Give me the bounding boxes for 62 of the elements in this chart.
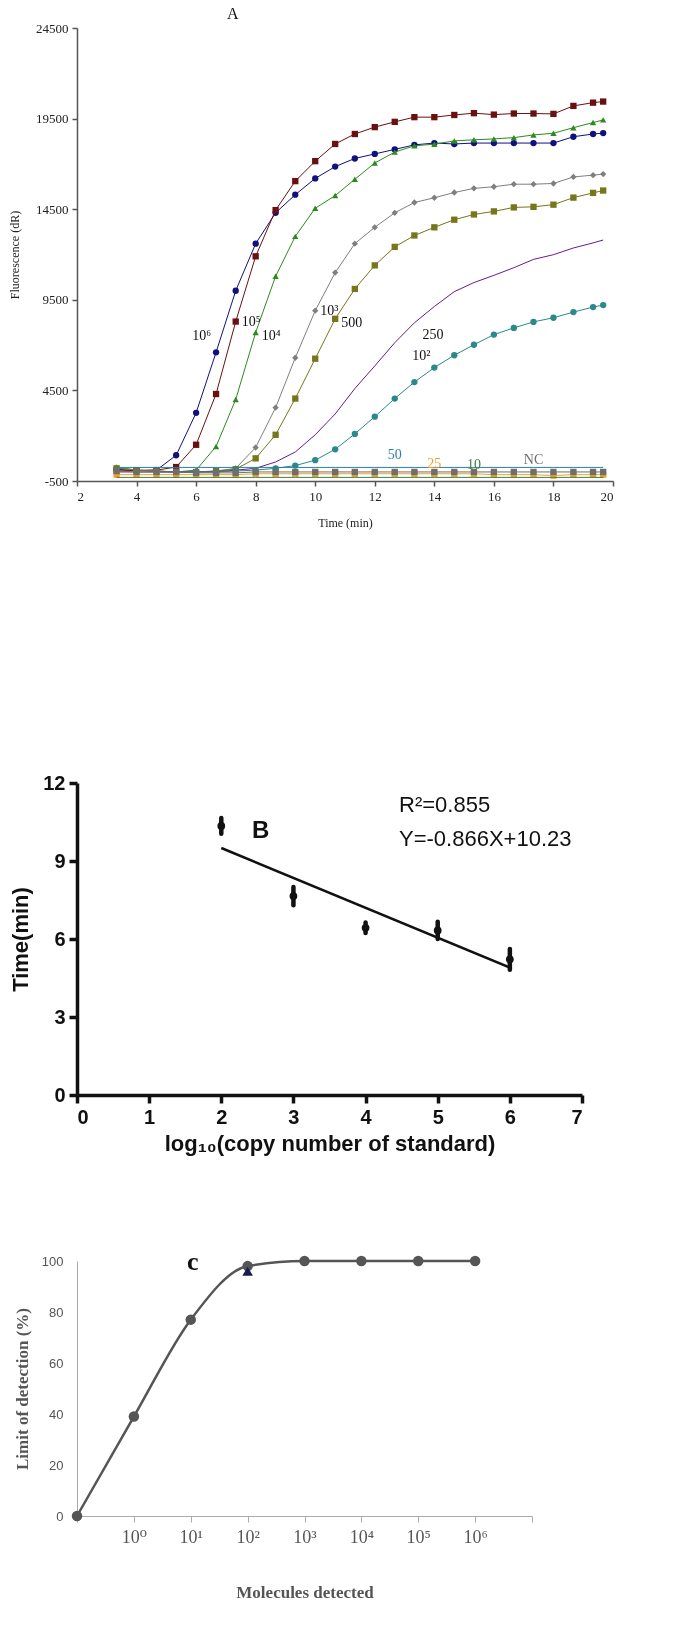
- annotation: R²=0.855: [399, 792, 491, 817]
- chart-title: c: [187, 1247, 199, 1276]
- y-axis-title: Limit of detection (%): [12, 1308, 32, 1470]
- x-tick-label: 10³: [293, 1526, 318, 1547]
- x-tick-label: 10²: [236, 1526, 260, 1547]
- series-label: 10²: [412, 347, 431, 363]
- series-label: 10⁶: [192, 328, 212, 344]
- chart-title: A: [227, 5, 239, 22]
- x-tick-label: 7: [571, 1105, 583, 1128]
- y-axis-title: Time(min): [8, 887, 34, 992]
- y-tick-label: 3: [54, 1005, 66, 1028]
- y-tick-label: -500: [44, 473, 69, 489]
- x-tick-label: 6: [504, 1105, 516, 1128]
- y-tick-label: 24500: [36, 20, 69, 36]
- x-tick-label: 4: [133, 488, 141, 504]
- x-tick-label: 4: [360, 1105, 373, 1128]
- y-tick-label: 12: [43, 771, 66, 794]
- x-axis-title: Time (min): [318, 515, 373, 530]
- y-axis-title: Fluorescence (dR): [8, 210, 22, 300]
- x-tick-label: 10⁵: [406, 1526, 431, 1547]
- y-tick-label: 14500: [36, 201, 69, 217]
- x-tick-label: 10: [309, 488, 323, 504]
- series-label: 250: [422, 326, 444, 342]
- x-tick-label: 10⁴: [349, 1526, 375, 1547]
- y-tick-label: 100: [41, 1253, 64, 1269]
- x-tick-label: 1: [144, 1105, 156, 1128]
- y-tick-label: 0: [54, 1083, 66, 1106]
- x-tick-label: 18: [547, 488, 561, 504]
- series-label: 10⁴: [261, 328, 281, 344]
- x-tick-label: 12: [368, 488, 382, 504]
- x-axis-title: log₁₀(copy number of standard): [164, 1130, 496, 1156]
- series-label: 10³: [320, 302, 339, 318]
- y-tick-label: 20: [49, 1457, 64, 1473]
- x-tick-label: 2: [216, 1105, 228, 1128]
- y-tick-label: 0: [56, 1508, 64, 1524]
- y-tick-label: 6: [54, 927, 66, 950]
- x-tick-label: 2: [77, 488, 84, 504]
- annotation: Y=-0.866X+10.23: [399, 826, 572, 851]
- x-tick-label: 16: [487, 488, 502, 504]
- y-tick-label: 40: [49, 1406, 64, 1422]
- series-label: 500: [341, 314, 363, 330]
- x-tick-label: 10⁰: [121, 1526, 147, 1547]
- x-tick-label: 8: [252, 488, 260, 504]
- y-tick-label: 60: [49, 1355, 64, 1371]
- y-tick-label: 4500: [42, 382, 69, 398]
- x-tick-label: 0: [77, 1105, 89, 1128]
- x-tick-label: 6: [193, 488, 201, 504]
- x-axis-title: Molecules detected: [236, 1582, 375, 1602]
- y-tick-label: 9500: [42, 292, 69, 308]
- x-tick-label: 14: [428, 488, 442, 504]
- y-tick-label: 80: [49, 1304, 64, 1320]
- x-tick-label: 10¹: [179, 1526, 203, 1547]
- text: B: [252, 816, 270, 843]
- x-tick-label: 10⁶: [463, 1526, 488, 1547]
- series-label: 10⁵: [241, 313, 261, 329]
- series-label: 50: [387, 447, 402, 463]
- y-tick-label: 9: [54, 849, 66, 872]
- series-label: NC: [523, 451, 544, 467]
- y-tick-label: 19500: [36, 111, 69, 127]
- x-tick-label: 3: [288, 1105, 300, 1128]
- x-tick-label: 20: [600, 488, 614, 504]
- x-tick-label: 5: [432, 1105, 444, 1128]
